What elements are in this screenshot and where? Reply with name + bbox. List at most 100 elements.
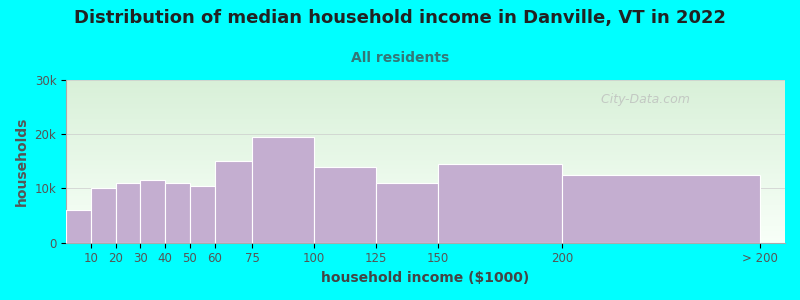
- Bar: [66, 225, 785, 226]
- Bar: [66, 186, 785, 188]
- Bar: [66, 241, 785, 243]
- Bar: [66, 215, 785, 217]
- Bar: [66, 196, 785, 197]
- Bar: [376, 183, 438, 243]
- Bar: [66, 127, 785, 129]
- Bar: [66, 182, 785, 184]
- Bar: [66, 82, 785, 83]
- Bar: [66, 140, 785, 142]
- Bar: [66, 126, 785, 127]
- Bar: [66, 181, 785, 182]
- Bar: [66, 228, 785, 230]
- Bar: [562, 175, 760, 243]
- Bar: [66, 235, 785, 236]
- Bar: [66, 202, 785, 204]
- Bar: [66, 184, 785, 186]
- Bar: [116, 183, 141, 243]
- Bar: [66, 98, 785, 100]
- Bar: [66, 83, 785, 85]
- Bar: [66, 163, 785, 165]
- Text: Distribution of median household income in Danville, VT in 2022: Distribution of median household income …: [74, 9, 726, 27]
- Bar: [165, 183, 190, 243]
- Bar: [66, 139, 785, 140]
- Bar: [66, 122, 785, 124]
- Bar: [66, 222, 785, 223]
- Bar: [91, 188, 116, 243]
- Bar: [66, 208, 785, 210]
- Bar: [66, 239, 785, 241]
- Bar: [66, 137, 785, 139]
- Bar: [66, 205, 785, 207]
- Bar: [141, 180, 165, 243]
- Bar: [66, 204, 785, 205]
- Bar: [66, 230, 785, 231]
- Bar: [66, 109, 785, 111]
- Bar: [66, 171, 785, 173]
- Bar: [66, 200, 785, 202]
- Bar: [66, 158, 785, 160]
- Bar: [66, 176, 785, 178]
- Bar: [66, 85, 785, 86]
- Bar: [438, 164, 562, 243]
- Bar: [66, 173, 785, 174]
- Bar: [66, 143, 785, 145]
- Bar: [66, 165, 785, 166]
- Bar: [66, 199, 785, 200]
- Bar: [66, 86, 785, 88]
- Bar: [66, 119, 785, 121]
- Bar: [252, 137, 314, 243]
- Bar: [66, 223, 785, 225]
- Bar: [66, 220, 785, 222]
- Bar: [66, 100, 785, 101]
- Bar: [66, 106, 785, 108]
- Bar: [66, 210, 91, 243]
- Bar: [66, 148, 785, 150]
- X-axis label: household income ($1000): household income ($1000): [322, 271, 530, 285]
- Bar: [66, 134, 785, 135]
- Text: All residents: All residents: [351, 51, 449, 65]
- Bar: [66, 217, 785, 218]
- Bar: [66, 155, 785, 157]
- Bar: [66, 129, 785, 130]
- Bar: [66, 104, 785, 106]
- Bar: [66, 116, 785, 117]
- Bar: [66, 166, 785, 168]
- Bar: [66, 94, 785, 96]
- Bar: [66, 152, 785, 153]
- Y-axis label: households: households: [15, 117, 29, 206]
- Bar: [66, 111, 785, 112]
- Bar: [66, 194, 785, 196]
- Bar: [66, 169, 785, 171]
- Bar: [66, 188, 785, 189]
- Bar: [66, 212, 785, 213]
- Bar: [66, 108, 785, 109]
- Bar: [66, 147, 785, 148]
- Bar: [66, 132, 785, 134]
- Bar: [66, 226, 785, 228]
- Bar: [66, 92, 785, 93]
- Bar: [66, 103, 785, 104]
- Bar: [190, 186, 214, 243]
- Bar: [66, 93, 785, 94]
- Text: City-Data.com: City-Data.com: [593, 93, 690, 106]
- Bar: [66, 130, 785, 132]
- Bar: [66, 238, 785, 239]
- Bar: [66, 112, 785, 114]
- Bar: [66, 90, 785, 92]
- Bar: [66, 157, 785, 158]
- Bar: [66, 189, 785, 191]
- Bar: [66, 124, 785, 126]
- Bar: [66, 178, 785, 179]
- Bar: [66, 197, 785, 199]
- Bar: [66, 179, 785, 181]
- Bar: [66, 213, 785, 215]
- Bar: [66, 233, 785, 235]
- Bar: [66, 114, 785, 116]
- Bar: [66, 174, 785, 176]
- Bar: [66, 236, 785, 238]
- Bar: [66, 210, 785, 212]
- Bar: [66, 218, 785, 220]
- Bar: [66, 135, 785, 137]
- Bar: [66, 161, 785, 163]
- Bar: [66, 101, 785, 103]
